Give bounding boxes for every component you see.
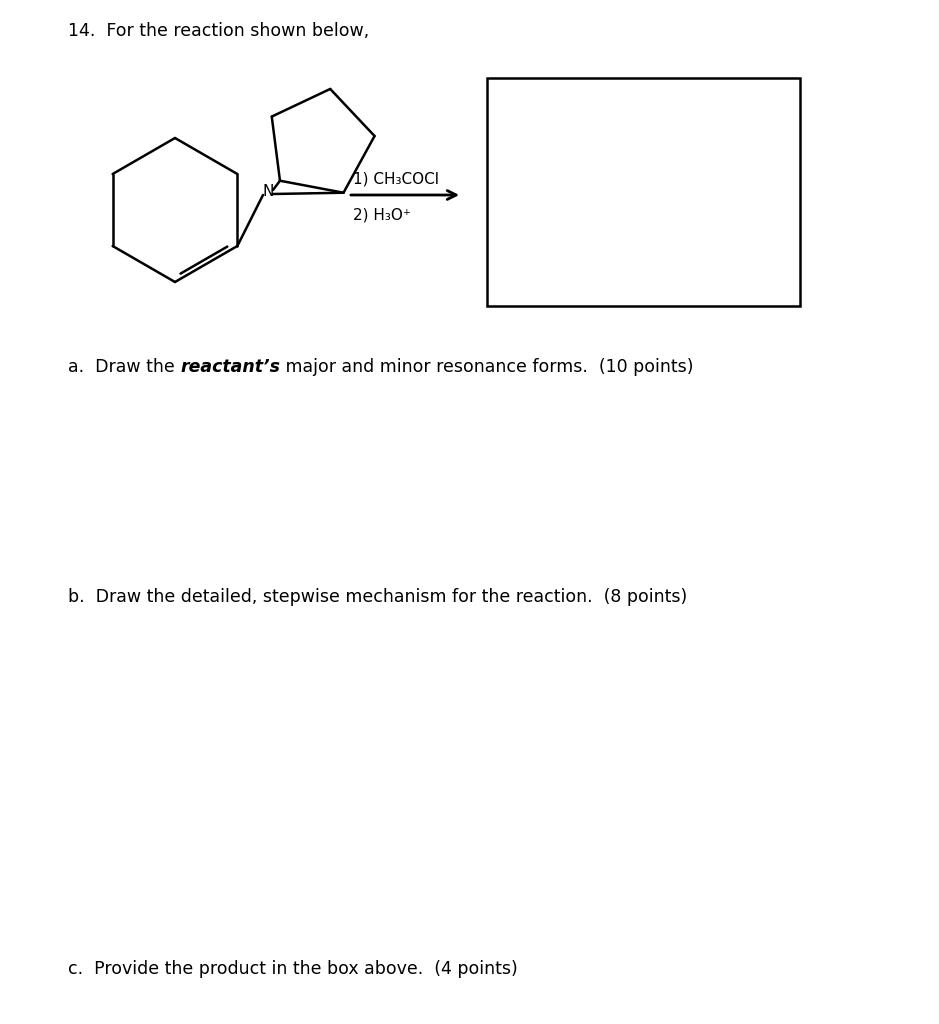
Bar (487, 78, 800, 306)
Text: 14.  For the reaction shown below,: 14. For the reaction shown below, (68, 22, 369, 40)
Text: 2) H₃O⁺: 2) H₃O⁺ (353, 207, 411, 222)
Text: N: N (262, 184, 273, 200)
Text: reactant’s: reactant’s (180, 358, 280, 376)
Text: a.  Draw the: a. Draw the (68, 358, 180, 376)
Text: b.  Draw the detailed, stepwise mechanism for the reaction.  (8 points): b. Draw the detailed, stepwise mechanism… (68, 588, 687, 606)
Text: 1) CH₃COCl: 1) CH₃COCl (353, 172, 439, 187)
Text: major and minor resonance forms.  (10 points): major and minor resonance forms. (10 poi… (280, 358, 694, 376)
Text: c.  Provide the product in the box above.  (4 points): c. Provide the product in the box above.… (68, 961, 517, 978)
